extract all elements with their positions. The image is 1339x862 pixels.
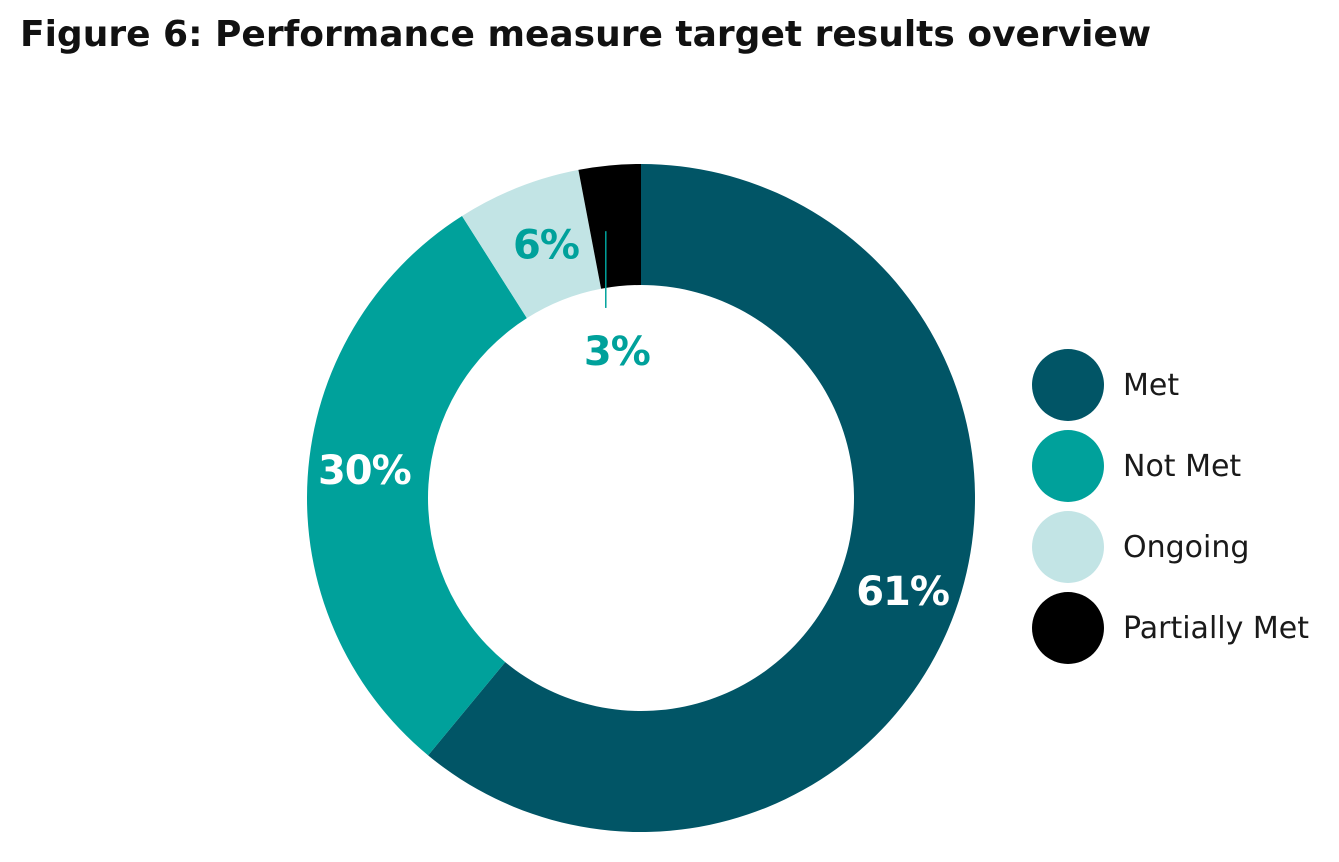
- data-label-partially-met: 3%: [584, 329, 650, 375]
- legend-swatch-not-met: [1032, 430, 1104, 502]
- legend-label-partially-met: Partially Met: [1123, 610, 1310, 646]
- legend: Met Not Met Ongoing Partially Met: [1032, 349, 1309, 673]
- data-label-met: 61%: [856, 569, 949, 615]
- donut-slice-met: [428, 164, 976, 833]
- donut-slice-ongoing: [462, 169, 602, 319]
- legend-item-not-met: Not Met: [1032, 430, 1309, 502]
- legend-item-met: Met: [1032, 349, 1309, 421]
- legend-item-partially-met: Partially Met: [1032, 592, 1309, 664]
- legend-swatch-partially-met: [1032, 592, 1104, 664]
- legend-item-ongoing: Ongoing: [1032, 511, 1309, 583]
- legend-label-not-met: Not Met: [1123, 448, 1242, 484]
- donut-slice-partially-met: [578, 164, 641, 289]
- legend-label-ongoing: Ongoing: [1123, 529, 1250, 565]
- chart-title: Figure 6: Performance measure target res…: [20, 14, 1152, 55]
- legend-swatch-met: [1032, 349, 1104, 421]
- legend-swatch-ongoing: [1032, 511, 1104, 583]
- donut-slice-not-met: [307, 215, 527, 756]
- data-label-ongoing: 6%: [513, 222, 579, 268]
- data-label-not-met: 30%: [318, 448, 411, 494]
- donut-labels: 61% 30% 6% 3%: [318, 222, 950, 615]
- legend-label-met: Met: [1123, 367, 1180, 403]
- donut-slices: [307, 164, 976, 833]
